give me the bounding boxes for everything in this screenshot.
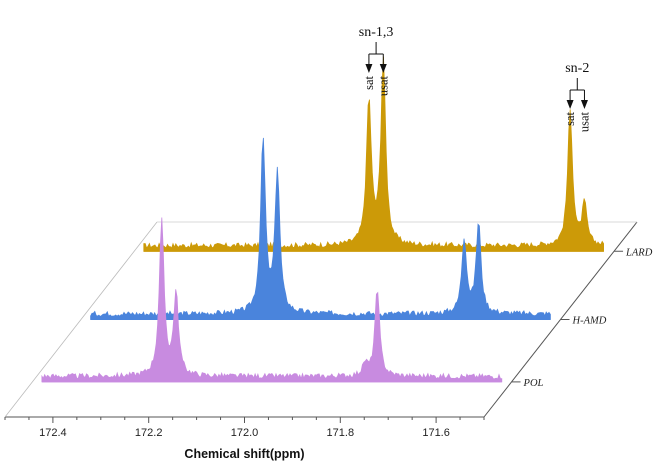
x-tick-label: 171.6 bbox=[422, 427, 450, 439]
x-tick-label: 172.4 bbox=[39, 427, 67, 439]
x-axis: 172.4 172.2 172.0 171.8 171.6 Chemical shift(… bbox=[4, 417, 485, 461]
series-pol-label: POL bbox=[523, 378, 544, 389]
series-lard-label: LARD bbox=[625, 247, 653, 258]
series-h-amd-spectrum bbox=[90, 137, 551, 320]
annotation-label-usat: usat bbox=[577, 111, 591, 132]
series-pol-spectrum bbox=[41, 217, 503, 383]
annotation-title: sn-1,3 bbox=[359, 25, 394, 40]
annotation-label-sat: sat bbox=[563, 111, 577, 125]
series-h-amd-label: H-AMD bbox=[572, 316, 607, 327]
x-tick-label: 172.2 bbox=[135, 427, 163, 439]
annotation-title: sn-2 bbox=[565, 61, 589, 76]
annotation-sn-2: sn-2 sat usat bbox=[563, 61, 591, 132]
arrow-head bbox=[580, 100, 588, 109]
series-layer: LARD H-AMD POL bbox=[41, 56, 653, 389]
annotation-sn-1-3: sn-1,3 sat usat bbox=[359, 25, 394, 96]
x-tick-label: 171.8 bbox=[327, 427, 355, 439]
x-tick-label: 172.0 bbox=[231, 427, 259, 439]
arrow-head bbox=[379, 64, 387, 73]
arrow-head bbox=[365, 64, 373, 73]
left-depth-line bbox=[4, 221, 158, 418]
annotation-label-sat: sat bbox=[362, 75, 376, 89]
series-lard-spectrum bbox=[143, 56, 604, 252]
x-axis-title: Chemical shift(ppm) bbox=[184, 447, 304, 461]
annotation-label-usat: usat bbox=[376, 75, 390, 96]
arrow-head bbox=[566, 100, 574, 109]
